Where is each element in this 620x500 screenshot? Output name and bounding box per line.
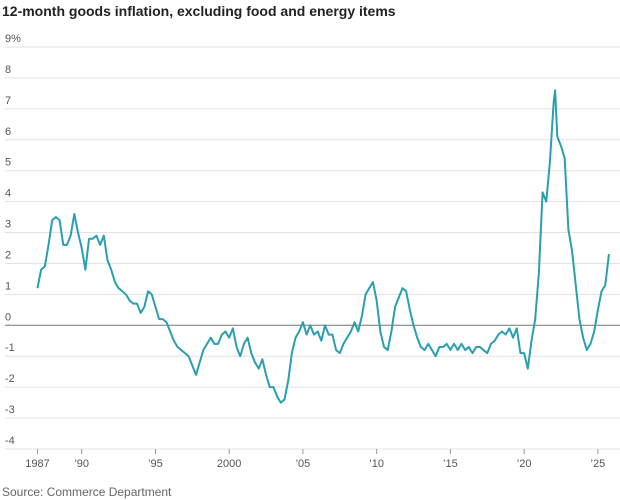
x-tick-label: ’90 — [74, 458, 89, 470]
source: Source: Commerce Department — [2, 485, 172, 499]
x-tick-label: ’25 — [591, 458, 606, 470]
y-tick-label: 5 — [5, 157, 11, 169]
y-tick-label: 8 — [5, 64, 11, 76]
chart-title: 12-month goods inflation, excluding food… — [2, 3, 396, 19]
y-tick-label: 9% — [5, 33, 21, 45]
y-tick-label: 6 — [5, 126, 11, 138]
y-tick-label: 2 — [5, 249, 11, 261]
y-tick-label: -3 — [5, 404, 15, 416]
x-tick-label: ’20 — [517, 458, 532, 470]
y-tick-label: 1 — [5, 280, 11, 292]
y-tick-label: 7 — [5, 95, 11, 107]
x-tick-label: ’10 — [369, 458, 384, 470]
x-tick-label: ’95 — [148, 458, 163, 470]
y-tick-label: 4 — [5, 188, 11, 200]
line — [36, 89, 610, 404]
y-tick-label: 3 — [5, 219, 11, 231]
x-tick-label: 1987 — [25, 458, 49, 470]
x-tick-label: ’05 — [296, 458, 311, 470]
y-tick-label: -4 — [5, 435, 15, 447]
y-tick-label: -1 — [5, 342, 15, 354]
y-tick-label: -2 — [5, 373, 15, 385]
x-tick-label: 2000 — [217, 458, 241, 470]
y-tick-label: 0 — [5, 311, 11, 323]
x-tick-label: ’15 — [443, 458, 458, 470]
